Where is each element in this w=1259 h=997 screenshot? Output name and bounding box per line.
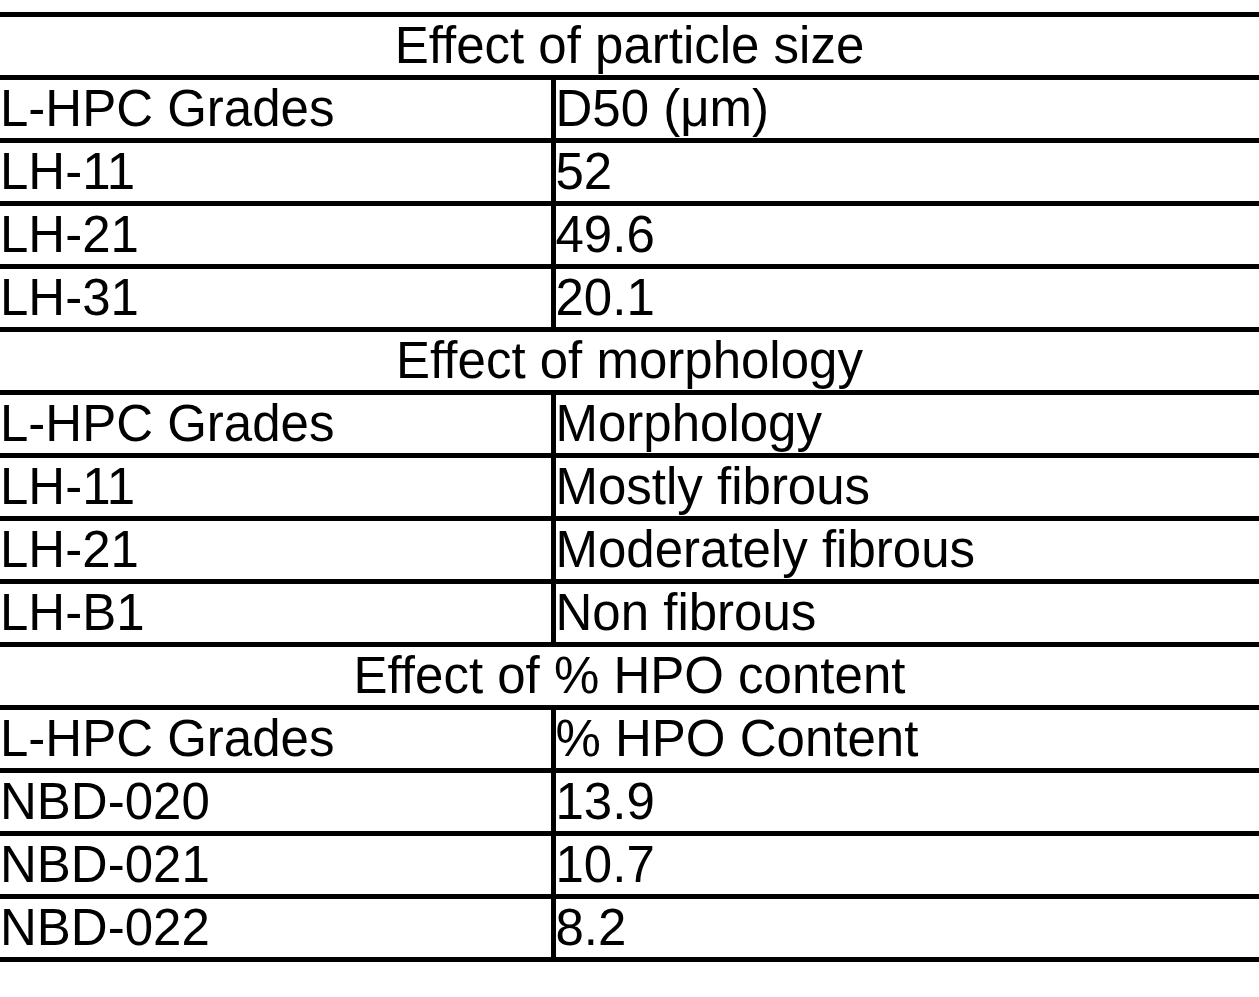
value-cell: 20.1 xyxy=(553,267,1259,330)
grade-cell: LH-31 xyxy=(0,267,553,330)
section-title: Effect of particle size xyxy=(0,15,1259,78)
table-row: LH-31 20.1 xyxy=(0,267,1259,330)
table-section-hpo-content: Effect of % HPO content L-HPC Grades % H… xyxy=(0,645,1259,960)
grade-cell: LH-11 xyxy=(0,456,553,519)
column-header-grades: L-HPC Grades xyxy=(0,393,553,456)
column-header-d50: D50 (μm) xyxy=(553,78,1259,141)
grade-cell: NBD-022 xyxy=(0,897,553,960)
grade-cell: LH-11 xyxy=(0,141,553,204)
value-cell: Mostly fibrous xyxy=(553,456,1259,519)
value-cell: 10.7 xyxy=(553,834,1259,897)
grade-cell: LH-21 xyxy=(0,519,553,582)
header-row: L-HPC Grades Morphology xyxy=(0,393,1259,456)
table-row: LH-11 Mostly fibrous xyxy=(0,456,1259,519)
value-cell: 13.9 xyxy=(553,771,1259,834)
table-section-particle-size: Effect of particle size L-HPC Grades D50… xyxy=(0,15,1259,330)
grade-cell: LH-21 xyxy=(0,204,553,267)
table-row: NBD-022 8.2 xyxy=(0,897,1259,960)
value-cell: 8.2 xyxy=(553,897,1259,960)
table-row: NBD-020 13.9 xyxy=(0,771,1259,834)
column-header-morphology: Morphology xyxy=(553,393,1259,456)
table-row: LH-11 52 xyxy=(0,141,1259,204)
grade-cell: NBD-021 xyxy=(0,834,553,897)
table-row: LH-21 49.6 xyxy=(0,204,1259,267)
section-title-row: Effect of morphology xyxy=(0,330,1259,393)
section-title: Effect of morphology xyxy=(0,330,1259,393)
column-header-hpo: % HPO Content xyxy=(553,708,1259,771)
column-header-grades: L-HPC Grades xyxy=(0,78,553,141)
section-title-row: Effect of % HPO content xyxy=(0,645,1259,708)
value-cell: Moderately fibrous xyxy=(553,519,1259,582)
table-row: NBD-021 10.7 xyxy=(0,834,1259,897)
grade-cell: NBD-020 xyxy=(0,771,553,834)
header-row: L-HPC Grades D50 (μm) xyxy=(0,78,1259,141)
section-title-row: Effect of particle size xyxy=(0,15,1259,78)
table-row: LH-21 Moderately fibrous xyxy=(0,519,1259,582)
value-cell: 49.6 xyxy=(553,204,1259,267)
lhpc-grades-table: Effect of particle size L-HPC Grades D50… xyxy=(0,12,1259,962)
header-row: L-HPC Grades % HPO Content xyxy=(0,708,1259,771)
value-cell: 52 xyxy=(553,141,1259,204)
table-section-morphology: Effect of morphology L-HPC Grades Morpho… xyxy=(0,330,1259,645)
value-cell: Non fibrous xyxy=(553,582,1259,645)
table-row: LH-B1 Non fibrous xyxy=(0,582,1259,645)
grade-cell: LH-B1 xyxy=(0,582,553,645)
table-figure: Effect of particle size L-HPC Grades D50… xyxy=(0,0,1259,997)
column-header-grades: L-HPC Grades xyxy=(0,708,553,771)
section-title: Effect of % HPO content xyxy=(0,645,1259,708)
